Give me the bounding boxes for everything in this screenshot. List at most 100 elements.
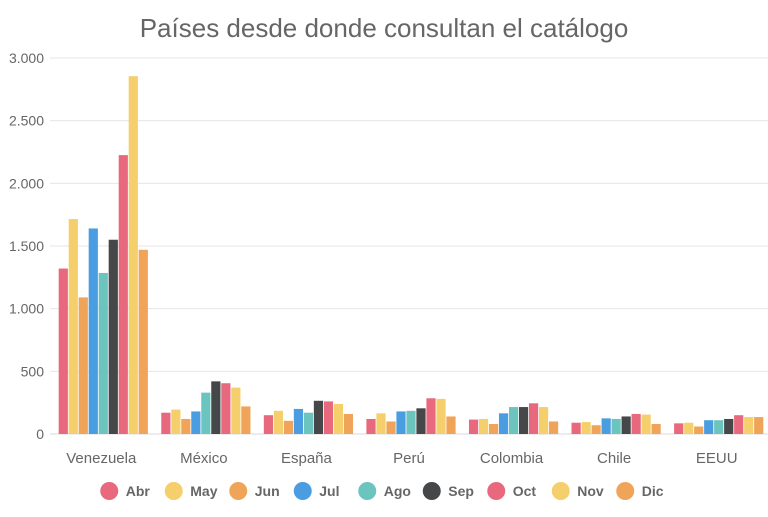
bar-jun (283, 420, 294, 434)
x-category-label: Venezuela (66, 450, 137, 467)
x-category-label: EEUU (696, 450, 738, 467)
x-category-label: Chile (597, 450, 631, 467)
bar-jul (88, 228, 98, 434)
bar-dic (651, 423, 661, 434)
bar-jul (396, 411, 406, 434)
bar-oct (734, 415, 744, 434)
bar-abr (468, 419, 479, 434)
bar-sep (724, 418, 734, 434)
y-axis-ticks: 0 500 1.000 1.500 2.000 2.500 3.000 (9, 50, 44, 442)
legend-swatch (551, 482, 570, 500)
y-tick-label: 2.500 (9, 113, 44, 129)
legend-label: Dic (642, 483, 664, 499)
legend-item-sep[interactable]: Sep (422, 482, 474, 500)
bar-abr (161, 412, 171, 434)
bar-sep (416, 408, 426, 434)
legend-item-may[interactable]: May (164, 482, 218, 500)
legend-item-oct[interactable]: Oct (487, 482, 536, 500)
y-tick-label: 0 (36, 426, 44, 442)
bar-sep (518, 407, 529, 434)
y-tick-label: 1.000 (9, 301, 44, 317)
bar-ago (406, 410, 416, 434)
legend-item-jun[interactable]: Jun (229, 482, 280, 500)
legend-label: Jun (255, 483, 280, 499)
bar-dic (754, 417, 764, 434)
bar-nov (128, 76, 138, 434)
chart-title: Países desde donde consultan el catálogo (140, 13, 629, 43)
bar-abr (263, 415, 274, 434)
legend-label: Ago (384, 483, 411, 499)
bar-abr (58, 268, 68, 434)
legend-item-abr[interactable]: Abr (100, 482, 150, 500)
x-category-label: Colombia (480, 450, 544, 467)
x-category-label: Perú (393, 450, 425, 467)
bar-ago (714, 420, 724, 434)
bar-nov (744, 417, 754, 434)
bar-abr (366, 418, 376, 434)
legend-label: May (190, 483, 217, 499)
y-tick-label: 500 (21, 363, 45, 379)
bar-jul (704, 420, 714, 434)
legend-swatch (293, 482, 312, 500)
legend-swatch (422, 482, 441, 500)
gridlines (50, 57, 768, 435)
bar-jun (78, 297, 88, 434)
bar-abr (571, 422, 581, 434)
x-category-label: México (180, 450, 228, 467)
bars (58, 76, 764, 434)
bar-oct (528, 403, 539, 434)
legend-label: Jul (319, 483, 339, 499)
bar-ago (508, 407, 519, 434)
bar-dic (548, 421, 559, 434)
bar-sep (108, 239, 118, 434)
legend-swatch (100, 482, 119, 500)
legend-swatch (358, 482, 377, 500)
bar-sep (211, 381, 221, 434)
bar-nov (538, 407, 549, 434)
legend[interactable]: Abr May Jun Jul Ago Sep Oct Nov Dic (100, 482, 664, 500)
legend-swatch (616, 482, 635, 500)
bar-oct (323, 401, 334, 434)
legend-item-dic[interactable]: Dic (616, 482, 664, 500)
bar-oct (221, 383, 231, 434)
bar-sep (313, 400, 324, 434)
bar-abr (674, 423, 684, 434)
bar-sep (621, 416, 631, 434)
bar-ago (303, 412, 314, 434)
bar-dic (446, 416, 456, 434)
legend-item-jul[interactable]: Jul (293, 482, 340, 500)
bar-jun (181, 418, 191, 434)
x-category-label: España (281, 450, 333, 467)
bar-nov (436, 398, 446, 434)
legend-label: Abr (126, 483, 151, 499)
bar-dic (343, 413, 354, 434)
legend-item-ago[interactable]: Ago (358, 482, 411, 500)
bar-jun (591, 425, 601, 434)
x-axis: Venezuela México España Perú Colombia Chile EE… (66, 450, 737, 467)
legend-swatch (164, 482, 183, 500)
legend-swatch (229, 482, 248, 500)
legend-label: Oct (513, 483, 537, 499)
bar-may (171, 409, 181, 434)
bar-may (684, 422, 694, 434)
bar-dic (241, 406, 251, 434)
y-tick-label: 2.000 (9, 175, 44, 191)
bar-may (273, 410, 284, 434)
bar-nov (641, 414, 651, 434)
bar-may (376, 413, 386, 434)
bar-nov (333, 403, 344, 434)
bar-ago (201, 392, 211, 434)
bar-jul (601, 418, 611, 434)
bar-ago (98, 272, 108, 434)
legend-swatch (487, 482, 506, 500)
bar-nov (231, 387, 241, 434)
bar-oct (426, 398, 436, 434)
bar-jul (498, 413, 509, 434)
bar-oct (118, 155, 128, 434)
bar-jun (386, 421, 396, 434)
bar-ago (611, 418, 621, 434)
legend-item-nov[interactable]: Nov (551, 482, 604, 500)
bar-oct (631, 413, 641, 434)
